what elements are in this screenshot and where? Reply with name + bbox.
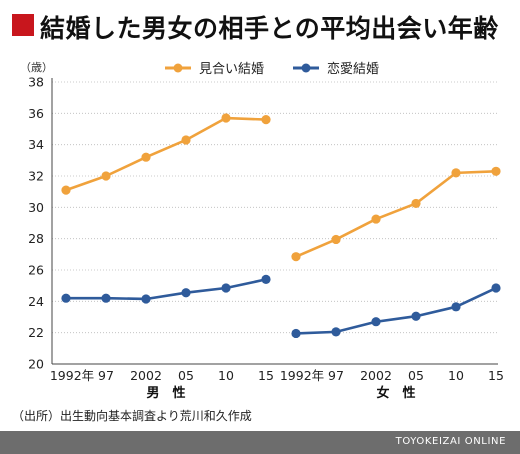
- chart-title: 結婚した男女の相手との平均出会い年齢: [40, 14, 499, 43]
- y-axis-ticks: 20 22 24 26 28 30 32 34 36 38: [28, 75, 44, 372]
- y-tick-label: 36: [28, 106, 44, 121]
- data-point: [141, 294, 151, 304]
- series-line: [295, 170, 497, 258]
- title-accent-square: [12, 14, 34, 36]
- x-tick-label: 2002: [360, 368, 392, 383]
- header: 結婚した男女の相手との平均出会い年齢: [0, 0, 520, 56]
- y-tick-label: 24: [28, 294, 44, 309]
- x-tick-label: 15: [258, 368, 274, 383]
- data-point: [491, 166, 501, 176]
- legend-renai-marker: [301, 63, 311, 73]
- brand-label: TOYOKEIZAI ONLINE: [395, 436, 506, 447]
- y-tick-label: 34: [28, 137, 44, 152]
- data-point: [451, 302, 461, 312]
- footer-bar: TOYOKEIZAI ONLINE: [0, 431, 520, 454]
- y-tick-label: 38: [28, 75, 44, 90]
- data-point: [411, 311, 421, 321]
- data-point: [261, 274, 271, 284]
- legend: 見合い結婚 恋愛結婚: [165, 61, 379, 77]
- x-tick-label: 1992年: [50, 368, 94, 383]
- line-chart: （歳） 見合い結婚 恋愛結婚 20 22 24 26 28 30 32 34 36 38 1992…: [20, 61, 504, 401]
- y-tick-label: 32: [28, 169, 44, 184]
- grid-lines: [51, 78, 498, 365]
- data-point: [371, 317, 381, 327]
- x-tick-label: 97: [98, 368, 114, 383]
- y-axis-unit-label: （歳）: [20, 61, 53, 74]
- y-tick-label: 22: [28, 325, 44, 340]
- x-tick-label: 10: [448, 368, 464, 383]
- y-tick-label: 30: [28, 200, 44, 215]
- group-label: 女 性: [376, 385, 415, 401]
- data-point: [331, 327, 341, 337]
- data-point: [181, 288, 191, 298]
- x-tick-label: 97: [328, 368, 344, 383]
- chart-group: 1992年 97 2002 05 10 15 男 性: [50, 113, 274, 401]
- x-tick-label: 05: [408, 368, 424, 383]
- y-tick-label: 26: [28, 263, 44, 278]
- data-point: [371, 214, 381, 224]
- x-tick-label: 2002: [130, 368, 162, 383]
- series-line: [66, 278, 267, 301]
- x-tick-label: 05: [178, 368, 194, 383]
- source-note: （出所）出生動向基本調査より荒川和久作成: [12, 409, 252, 423]
- x-tick-label: 10: [218, 368, 234, 383]
- data-point: [61, 293, 71, 303]
- data-point: [331, 234, 341, 245]
- data-point: [411, 198, 421, 209]
- data-point: [291, 328, 301, 339]
- legend-miai-label: 見合い結婚: [199, 62, 264, 77]
- data-point: [221, 113, 231, 123]
- data-point: [101, 293, 111, 303]
- x-tick-label: 1992年: [280, 368, 324, 383]
- data-point: [291, 252, 301, 262]
- data-point: [221, 283, 231, 293]
- data-point: [451, 168, 461, 178]
- y-tick-label: 20: [28, 357, 44, 372]
- data-point: [61, 185, 71, 195]
- group-label: 男 性: [146, 385, 185, 401]
- data-point: [101, 171, 111, 181]
- series-line: [295, 286, 497, 335]
- data-point: [181, 135, 191, 145]
- series-line: [65, 116, 267, 192]
- legend-miai-marker: [173, 63, 183, 73]
- data-point: [491, 283, 501, 293]
- y-tick-label: 28: [28, 231, 44, 246]
- data-point: [141, 152, 151, 162]
- x-tick-label: 15: [488, 368, 504, 383]
- legend-renai-label: 恋愛結婚: [327, 61, 379, 77]
- chart-group: 1992年 97 2002 05 10 15 女 性: [280, 166, 504, 401]
- data-point: [261, 115, 271, 125]
- chart-groups: 1992年 97 2002 05 10 15 男 性 1992年 97 2002 05 10 15 女 性: [50, 113, 504, 401]
